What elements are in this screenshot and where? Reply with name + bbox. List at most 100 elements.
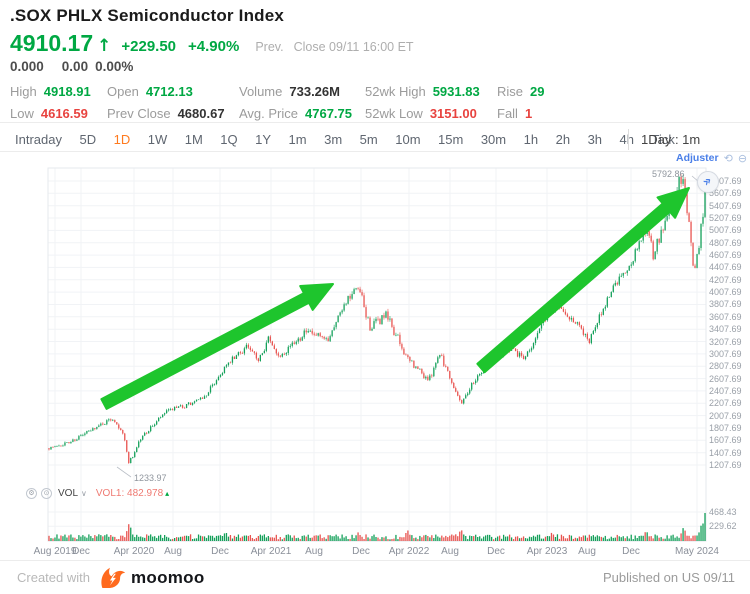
y-axis-label: 4607.69 xyxy=(709,250,742,261)
created-with-label: Created with xyxy=(17,570,90,585)
tab-3min[interactable]: 3m xyxy=(324,132,343,147)
x-axis-label: Apr 2021 xyxy=(250,546,292,557)
x-axis-label: Apr 2020 xyxy=(113,546,155,557)
tab-15min[interactable]: 15m xyxy=(438,132,464,147)
x-axis-label: Dec xyxy=(72,546,90,557)
trend-arrow xyxy=(476,187,690,374)
double-chevron-icon: » xyxy=(699,172,716,190)
y-axis-label: 2007.69 xyxy=(709,410,742,421)
tab-1h[interactable]: 1h xyxy=(523,132,539,147)
prev-label: Prev. xyxy=(255,40,284,54)
vol-visibility-icon[interactable]: ⊙ xyxy=(41,488,52,499)
vol-settings-icon[interactable]: ⚙ xyxy=(26,488,37,499)
stats-col-5: Rise 29 Fall 1 xyxy=(497,80,544,124)
last-price: 4910.17 xyxy=(10,30,94,56)
tab-intraday[interactable]: Intraday xyxy=(15,132,62,147)
y-axis-label: 2407.69 xyxy=(709,385,742,396)
stat-52wk-low: 52wk Low 3151.00 xyxy=(365,105,477,121)
tab-1w[interactable]: 1W xyxy=(147,132,168,147)
restore-icon[interactable]: ⟲ xyxy=(723,151,733,165)
adjuster-button[interactable]: Adjuster xyxy=(676,152,719,164)
tab-1d[interactable]: 1D xyxy=(113,132,131,147)
x-axis-label: Aug xyxy=(305,546,323,557)
y-axis-label: 1407.69 xyxy=(709,447,742,458)
close-timestamp: Close 09/11 16:00 ET xyxy=(293,40,414,54)
chevron-down-icon[interactable]: ∨ xyxy=(81,489,87,498)
annotation-lines xyxy=(116,175,700,478)
volume-indicator-row[interactable]: ⚙ ⊙ VOL ∨ VOL1: 482.978 ▴ xyxy=(26,488,169,499)
tab-1min[interactable]: 1m xyxy=(288,132,307,147)
y-axis-label: 4207.69 xyxy=(709,274,742,285)
divider xyxy=(0,122,750,123)
y-axis-label: 3807.69 xyxy=(709,299,742,310)
jump-to-latest-button[interactable]: » xyxy=(697,171,719,193)
tab-3h[interactable]: 3h xyxy=(587,132,603,147)
price-change: +229.50 xyxy=(121,38,177,55)
volume-bars xyxy=(48,513,706,541)
y-axis-label: 2207.69 xyxy=(709,398,742,409)
y-axis-label: 1207.69 xyxy=(709,460,742,470)
price-up-arrow-icon: ↑ xyxy=(97,36,112,56)
y-axis-label: 1607.69 xyxy=(709,435,742,446)
stats-col-2: Open 4712.13 Prev Close 4680.67 xyxy=(107,80,225,124)
ext-price: 0.000 xyxy=(10,59,44,74)
tab-2h[interactable]: 2h xyxy=(555,132,571,147)
y-axis-label: 4807.69 xyxy=(709,237,742,248)
vol-label: VOL xyxy=(58,488,79,499)
x-axis-label: Aug 2019 xyxy=(33,546,77,557)
published-label: Published on US 09/11 xyxy=(602,570,735,585)
x-axis-label: Aug xyxy=(164,546,182,557)
tab-10min[interactable]: 10m xyxy=(395,132,421,147)
extended-hours-row: 0.000 0.00 0.00% xyxy=(10,59,133,74)
stat-52wk-high: 52wk High 5931.83 xyxy=(365,83,480,99)
tab-5d[interactable]: 5D xyxy=(79,132,97,147)
current-timeframe-label[interactable]: 1Day : 1m xyxy=(628,129,700,150)
stat-volume: Volume 733.26M xyxy=(239,83,340,99)
ext-change: 0.00 xyxy=(61,59,89,74)
moomoo-logo-icon xyxy=(99,566,126,589)
y-axis-label: 5007.69 xyxy=(709,225,742,236)
y-axis-label: 5207.69 xyxy=(709,213,742,224)
price-row: 4910.17 ↑ +229.50 +4.90% Prev. Close 09/… xyxy=(10,30,414,57)
price-change-pct: +4.90% xyxy=(188,38,240,55)
stats-col-1: High 4918.91 Low 4616.59 xyxy=(10,80,91,124)
y-axis-label: 4407.69 xyxy=(709,262,742,273)
x-axis-label: Aug xyxy=(578,546,596,557)
y-axis-label: 2607.69 xyxy=(709,373,742,384)
y-axis-label: 5407.69 xyxy=(709,200,742,211)
stat-rise: Rise 29 xyxy=(497,83,545,99)
tab-tick[interactable]: Tick xyxy=(651,132,675,147)
stats-col-4: 52wk High 5931.83 52wk Low 3151.00 xyxy=(365,80,480,124)
tab-1m-month[interactable]: 1M xyxy=(184,132,203,147)
trend-arrows xyxy=(100,187,690,410)
tab-4h[interactable]: 4h xyxy=(619,132,634,147)
tab-1y[interactable]: 1Y xyxy=(255,132,272,147)
stat-fall: Fall 1 xyxy=(497,105,533,121)
y-axis-label: 3607.69 xyxy=(709,311,742,322)
x-axis-label: Dec xyxy=(352,546,370,557)
brand-name: moomoo xyxy=(130,567,205,587)
zoom-out-icon[interactable]: ⊖ xyxy=(737,151,748,165)
y-axis-label: 2807.69 xyxy=(709,361,742,372)
low-value-label: 1233.97 xyxy=(134,473,167,483)
x-axis-label: Apr 2023 xyxy=(526,546,568,557)
y-axis-label: 5607.69 xyxy=(709,188,742,199)
trend-arrow xyxy=(100,283,334,410)
y-axis-label: 4007.69 xyxy=(709,287,742,298)
chart-toolbar: Adjuster ⟲ ⊖ ⊕ xyxy=(676,152,750,164)
y-axis-label: 5807.69 xyxy=(709,176,742,186)
stats-col-3: Volume 733.26M Avg. Price 4767.75 xyxy=(239,80,352,124)
stat-high: High 4918.91 xyxy=(10,83,91,99)
tab-30min[interactable]: 30m xyxy=(480,132,507,147)
x-axis-label: May 2024 xyxy=(675,546,719,557)
candles xyxy=(48,174,706,464)
tab-5min[interactable]: 5m xyxy=(359,132,378,147)
y-axis-label: 3007.69 xyxy=(709,348,742,359)
stat-avg-price: Avg. Price 4767.75 xyxy=(239,105,353,121)
volume-axis-label: 468.43 xyxy=(709,507,737,517)
tab-1q[interactable]: 1Q xyxy=(220,132,238,147)
ext-change-pct: 0.00% xyxy=(95,59,134,74)
vol1-up-triangle-icon: ▴ xyxy=(165,489,170,498)
x-axis-label: Dec xyxy=(487,546,505,557)
